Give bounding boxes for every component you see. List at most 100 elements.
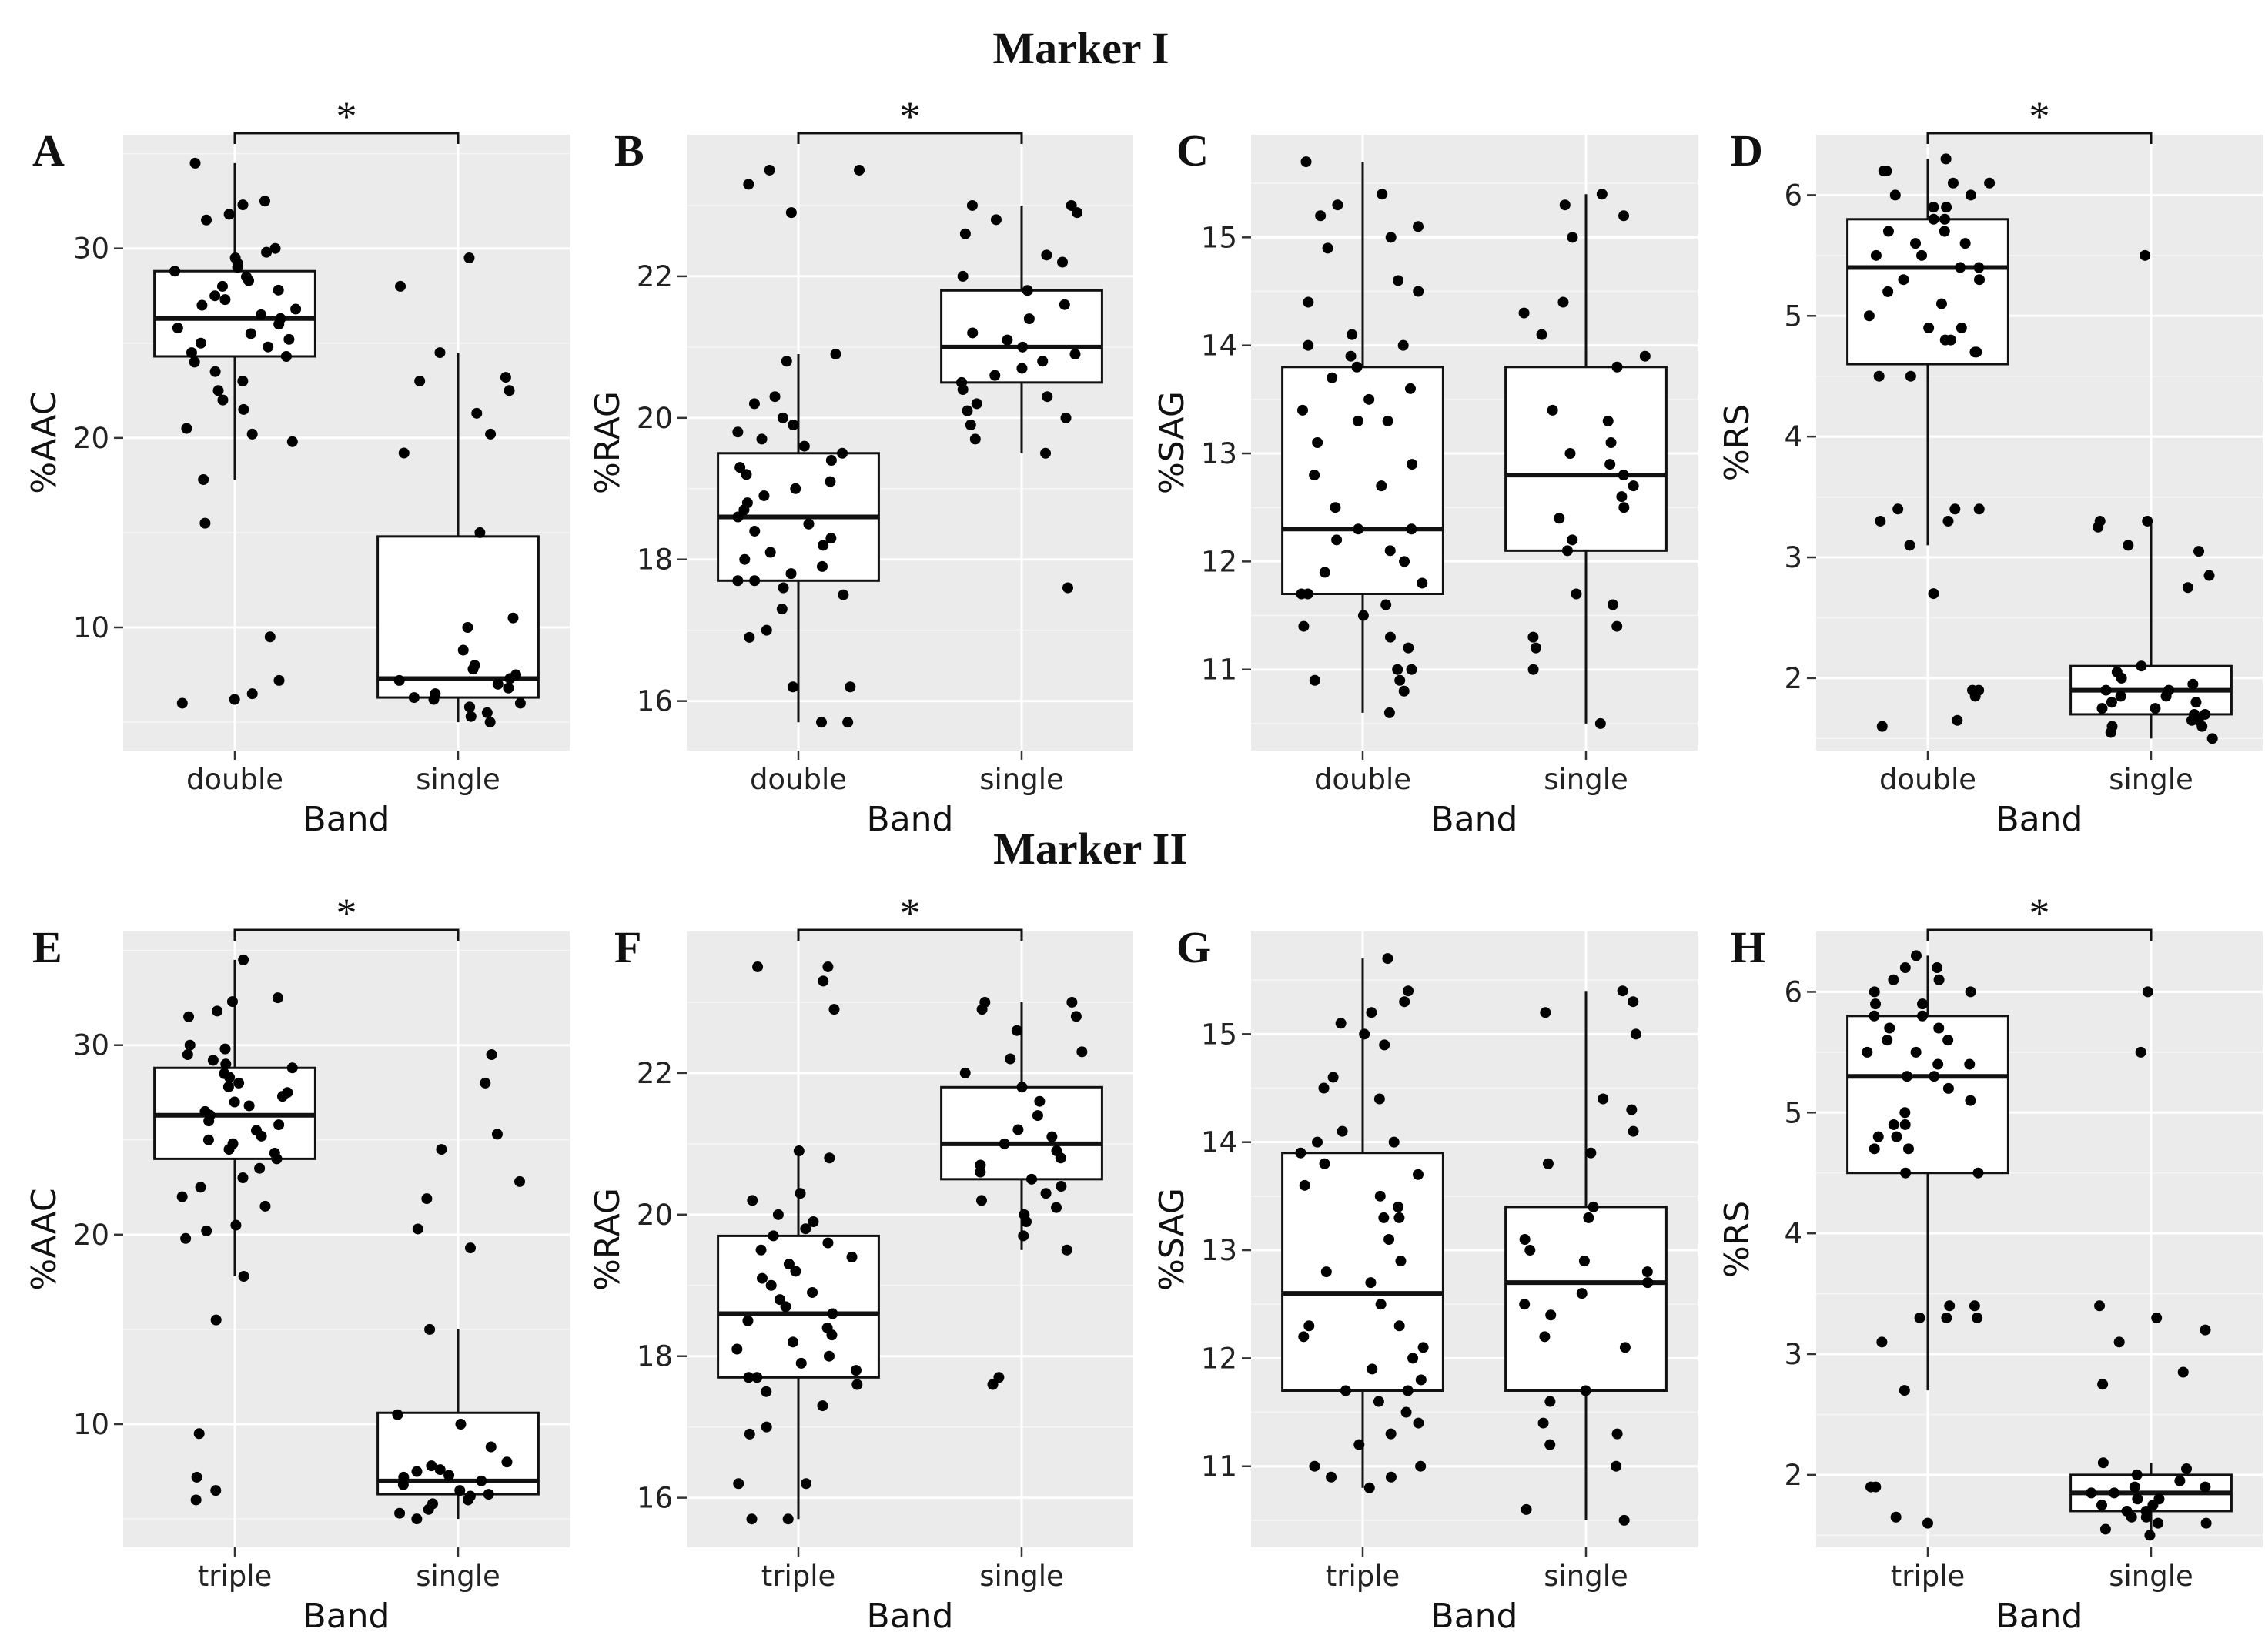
data-point bbox=[1518, 307, 1530, 319]
data-point bbox=[480, 1077, 491, 1089]
data-point bbox=[1949, 503, 1961, 515]
x-axis-title: Band bbox=[303, 800, 390, 839]
data-point bbox=[1956, 322, 1967, 333]
panel-b: 16 18 20 22 double single Band %RAG B * bbox=[588, 93, 1133, 839]
data-point bbox=[1899, 1385, 1910, 1396]
data-point bbox=[957, 270, 969, 282]
data-point bbox=[1964, 1058, 1976, 1070]
data-point bbox=[2140, 249, 2151, 261]
data-point bbox=[826, 1329, 838, 1341]
data-point bbox=[1376, 480, 1387, 492]
x-tick-label-triple: triple bbox=[198, 1560, 273, 1593]
x-tick-label-triple: triple bbox=[1891, 1560, 1966, 1593]
data-point bbox=[1296, 404, 1308, 416]
significance-star: * bbox=[336, 890, 357, 936]
data-point bbox=[246, 428, 258, 440]
data-point bbox=[1309, 1460, 1320, 1472]
data-point bbox=[2131, 1469, 2143, 1480]
data-point bbox=[1373, 1093, 1385, 1105]
data-point bbox=[180, 1232, 192, 1244]
data-point bbox=[741, 469, 752, 480]
x-axis-title: Band bbox=[303, 1597, 390, 1636]
data-point bbox=[1916, 1010, 1928, 1022]
y-tick-label: 5 bbox=[1784, 299, 1802, 333]
data-point bbox=[476, 1475, 487, 1486]
data-point bbox=[780, 1301, 791, 1313]
y-tick-label: 20 bbox=[637, 402, 673, 435]
data-point bbox=[254, 1162, 266, 1174]
y-axis-title: %AAC bbox=[25, 1188, 64, 1290]
data-point bbox=[272, 992, 283, 1004]
data-point bbox=[1923, 322, 1935, 333]
data-point bbox=[286, 436, 298, 447]
data-point bbox=[1939, 213, 1951, 225]
data-point bbox=[259, 196, 270, 207]
data-point bbox=[210, 1314, 222, 1326]
data-point bbox=[965, 420, 976, 431]
data-point bbox=[189, 356, 200, 368]
data-point bbox=[424, 1323, 436, 1335]
data-point bbox=[1952, 714, 1963, 726]
data-point bbox=[1607, 599, 1618, 610]
data-point bbox=[742, 1315, 754, 1326]
data-point bbox=[1554, 513, 1565, 524]
data-point bbox=[744, 631, 755, 643]
data-point bbox=[1298, 1331, 1310, 1343]
data-point bbox=[273, 284, 284, 296]
data-point bbox=[999, 1138, 1010, 1149]
data-point bbox=[1642, 1277, 1654, 1289]
data-point bbox=[738, 504, 750, 516]
data-point bbox=[1400, 1406, 1412, 1418]
data-point bbox=[481, 707, 493, 718]
data-point bbox=[1363, 393, 1375, 405]
data-point bbox=[1618, 502, 1630, 513]
data-point bbox=[1941, 202, 1952, 213]
data-point bbox=[825, 476, 836, 487]
y-tick-label: 2 bbox=[1784, 1459, 1802, 1492]
data-point bbox=[189, 157, 201, 169]
data-point bbox=[959, 1067, 971, 1078]
data-point bbox=[2206, 733, 2218, 744]
y-tick-label: 2 bbox=[1784, 662, 1802, 695]
data-point bbox=[2113, 1336, 2125, 1348]
data-point bbox=[1940, 153, 1952, 165]
data-point bbox=[776, 604, 788, 615]
y-tick-label: 3 bbox=[1784, 1338, 1802, 1371]
data-point bbox=[1060, 412, 1072, 423]
y-tick-label: 6 bbox=[1784, 975, 1802, 1008]
data-point bbox=[1604, 459, 1616, 470]
x-axis-title: Band bbox=[1996, 1597, 2083, 1636]
data-point bbox=[837, 447, 848, 459]
y-tick-label: 3 bbox=[1784, 541, 1802, 574]
data-point bbox=[1357, 610, 1369, 621]
x-tick-label-single: single bbox=[1544, 763, 1628, 796]
data-point bbox=[993, 1372, 1005, 1383]
data-point bbox=[172, 323, 183, 334]
data-point bbox=[748, 398, 760, 410]
data-point bbox=[2093, 521, 2104, 533]
data-point bbox=[2097, 1379, 2109, 1390]
y-tick-label: 15 bbox=[1201, 1018, 1237, 1051]
data-point bbox=[2099, 1523, 2111, 1535]
y-tick-label: 16 bbox=[637, 685, 673, 718]
data-point bbox=[2142, 515, 2153, 527]
data-point bbox=[1567, 534, 1578, 546]
data-point bbox=[463, 701, 475, 713]
data-point bbox=[256, 1130, 267, 1142]
data-point bbox=[744, 1428, 755, 1440]
data-point bbox=[457, 644, 469, 656]
y-tick-label: 22 bbox=[637, 1057, 673, 1090]
data-point bbox=[1630, 1028, 1641, 1040]
data-point bbox=[501, 1456, 513, 1468]
y-tick-label: 10 bbox=[73, 611, 109, 644]
data-point bbox=[1884, 1022, 1895, 1034]
data-point bbox=[183, 1011, 195, 1022]
data-point bbox=[967, 327, 979, 339]
data-point bbox=[2186, 714, 2197, 726]
data-point bbox=[1882, 286, 1894, 297]
data-point bbox=[1332, 199, 1343, 211]
data-point bbox=[1935, 298, 1947, 309]
data-point bbox=[976, 1004, 988, 1015]
data-point bbox=[1922, 1517, 1933, 1529]
